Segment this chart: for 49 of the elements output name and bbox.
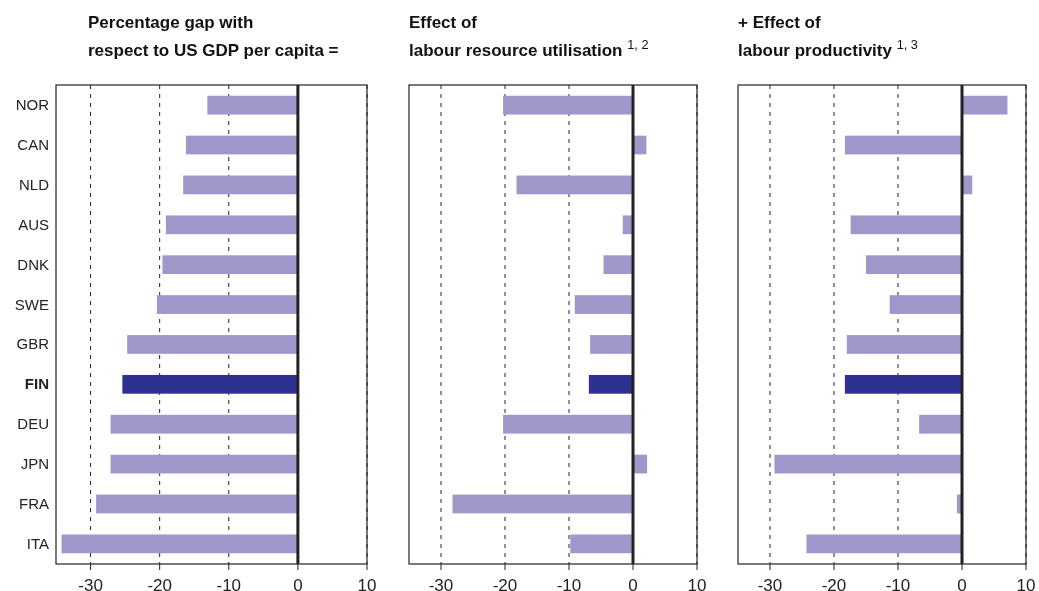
y-tick-label: GBR bbox=[16, 335, 50, 353]
y-tick-label: FIN bbox=[24, 375, 49, 393]
x-tick-label: -10 bbox=[216, 576, 242, 591]
x-tick-label: -30 bbox=[757, 576, 783, 591]
bar bbox=[846, 335, 962, 354]
x-tick-label: -20 bbox=[147, 576, 172, 591]
y-tick-label: JPN bbox=[20, 455, 49, 473]
bar bbox=[574, 295, 633, 314]
chart-title: Percentage gap with respect to US GDP per capita = bbox=[88, 13, 339, 60]
bar bbox=[844, 135, 962, 155]
bar bbox=[516, 175, 633, 195]
y-tick-label: SWE bbox=[14, 295, 49, 313]
bar bbox=[774, 454, 962, 474]
y-tick-label: CAN bbox=[17, 136, 49, 154]
x-tick-label: 0 bbox=[628, 576, 638, 591]
bar bbox=[570, 534, 633, 554]
x-tick-label: 10 bbox=[357, 576, 377, 591]
y-tick-label: DNK bbox=[17, 255, 49, 273]
bar bbox=[866, 255, 962, 275]
bar bbox=[588, 374, 633, 394]
x-tick-label: -30 bbox=[428, 576, 454, 591]
y-tick-label: NLD bbox=[18, 175, 50, 193]
x-tick-label: -10 bbox=[885, 576, 911, 591]
bar bbox=[590, 335, 633, 354]
x-tick-label: -10 bbox=[556, 576, 582, 591]
x-tick-label: -20 bbox=[492, 576, 518, 591]
x-tick-label: -30 bbox=[78, 576, 103, 591]
bar bbox=[603, 255, 633, 275]
bar bbox=[844, 374, 962, 394]
bar bbox=[850, 215, 962, 235]
bar bbox=[503, 95, 633, 115]
x-tick-label: 0 bbox=[957, 576, 967, 591]
y-tick-label: AUS bbox=[18, 215, 49, 233]
y-tick-label: NOR bbox=[15, 96, 50, 114]
y-tick-label: FRA bbox=[19, 494, 49, 512]
y-tick-label: DEU bbox=[17, 415, 49, 433]
x-tick-label: 10 bbox=[687, 576, 707, 591]
x-tick-label: 10 bbox=[1016, 576, 1036, 591]
x-tick-label: 0 bbox=[293, 576, 303, 591]
x-tick-label: -20 bbox=[821, 576, 847, 591]
bar bbox=[806, 534, 962, 554]
bar bbox=[503, 414, 633, 434]
bar bbox=[452, 494, 633, 514]
bar bbox=[962, 95, 1008, 115]
bar bbox=[919, 414, 962, 434]
y-tick-label: ITA bbox=[26, 534, 49, 552]
chart-title: + Effect of labour productivity $^{1, 3}$ bbox=[738, 13, 918, 60]
bar bbox=[889, 295, 962, 314]
chart-title: Effect of labour resource utilisation $^{1, 2}$ bbox=[409, 13, 649, 60]
